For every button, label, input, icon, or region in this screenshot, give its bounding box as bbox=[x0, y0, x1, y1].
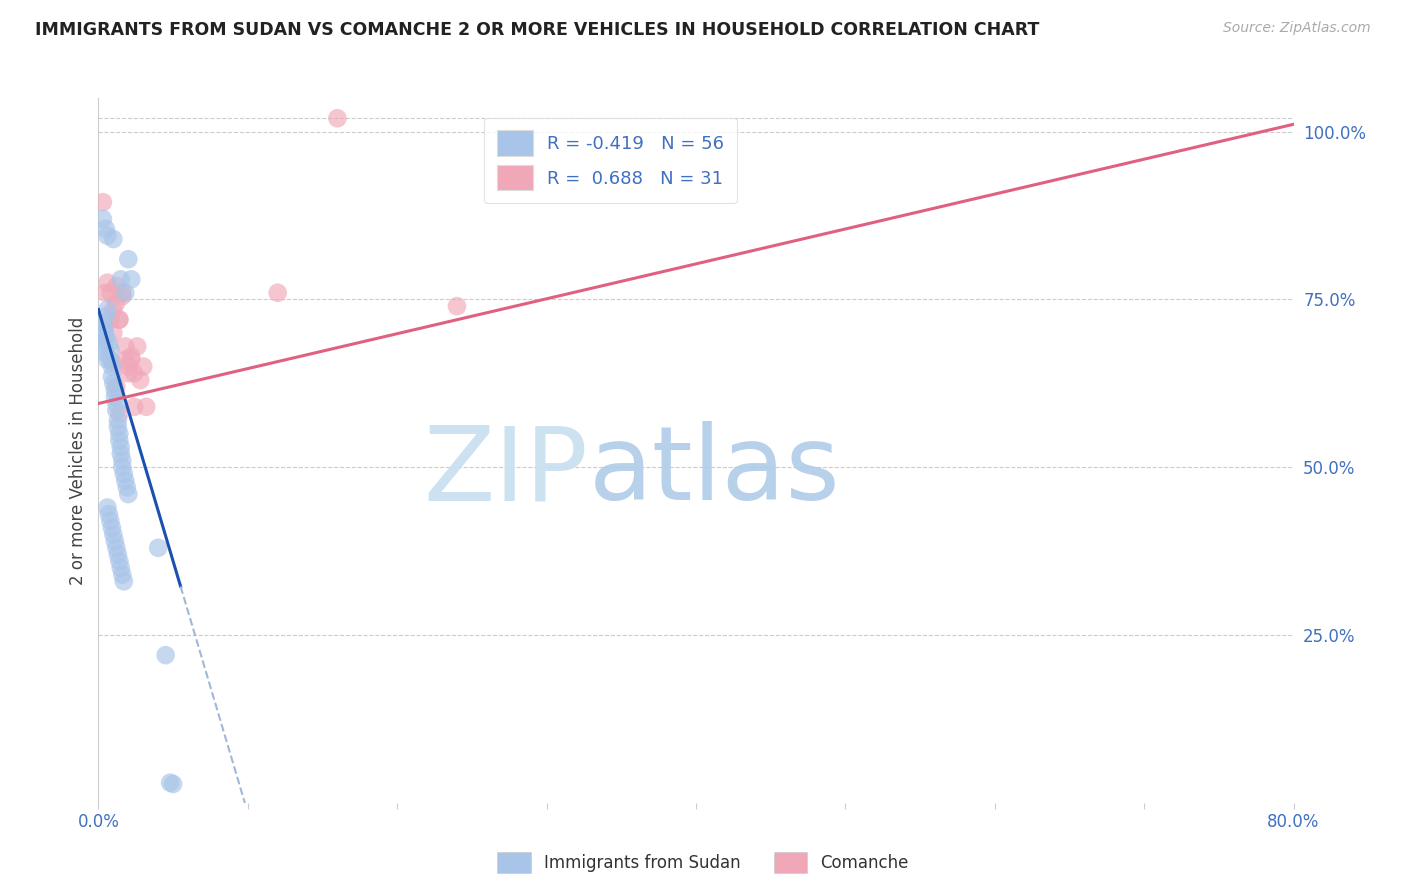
Point bbox=[112, 467, 135, 481]
Point bbox=[98, 352, 122, 367]
Point bbox=[267, 285, 290, 300]
Point bbox=[96, 228, 118, 243]
Point bbox=[120, 350, 142, 364]
Point bbox=[98, 514, 122, 528]
Point bbox=[108, 434, 131, 448]
Point bbox=[159, 775, 181, 789]
Point bbox=[97, 336, 120, 351]
Point bbox=[326, 112, 349, 126]
Point bbox=[96, 500, 118, 515]
Point bbox=[148, 541, 170, 555]
Point bbox=[91, 316, 114, 330]
Point bbox=[103, 302, 125, 317]
Point bbox=[162, 777, 184, 791]
Point bbox=[91, 333, 114, 347]
Point bbox=[107, 548, 129, 562]
Point bbox=[117, 359, 139, 374]
Point bbox=[111, 453, 134, 467]
Point bbox=[111, 289, 134, 303]
Point bbox=[96, 276, 118, 290]
Point bbox=[115, 480, 138, 494]
Point bbox=[135, 400, 157, 414]
Point bbox=[117, 252, 139, 267]
Point bbox=[101, 359, 124, 374]
Point bbox=[91, 211, 114, 226]
Text: ZIP: ZIP bbox=[423, 421, 589, 522]
Point bbox=[105, 295, 128, 310]
Point bbox=[110, 272, 132, 286]
Point bbox=[120, 352, 142, 367]
Point bbox=[132, 359, 155, 374]
Point bbox=[120, 272, 142, 286]
Point bbox=[103, 326, 125, 340]
Y-axis label: 2 or more Vehicles in Household: 2 or more Vehicles in Household bbox=[69, 317, 87, 584]
Point bbox=[111, 567, 134, 582]
Point bbox=[103, 232, 125, 246]
Point bbox=[111, 460, 134, 475]
Point bbox=[98, 312, 122, 326]
Point bbox=[105, 403, 128, 417]
Point bbox=[124, 400, 146, 414]
Point bbox=[101, 521, 124, 535]
Point bbox=[110, 447, 132, 461]
Point bbox=[94, 222, 117, 236]
Text: Source: ZipAtlas.com: Source: ZipAtlas.com bbox=[1223, 21, 1371, 35]
Text: atlas: atlas bbox=[589, 421, 841, 522]
Point bbox=[446, 299, 468, 313]
Point bbox=[94, 329, 117, 343]
Point bbox=[97, 507, 120, 521]
Point bbox=[91, 195, 114, 210]
Point bbox=[117, 487, 139, 501]
Point bbox=[108, 312, 131, 326]
Point bbox=[103, 527, 125, 541]
Point bbox=[96, 352, 118, 367]
Point bbox=[94, 285, 117, 300]
Point bbox=[124, 366, 146, 380]
Point bbox=[112, 574, 135, 589]
Point bbox=[104, 534, 127, 549]
Point bbox=[114, 474, 136, 488]
Point bbox=[111, 285, 134, 300]
Point bbox=[105, 541, 128, 555]
Point bbox=[155, 648, 177, 662]
Legend: Immigrants from Sudan, Comanche: Immigrants from Sudan, Comanche bbox=[491, 846, 915, 880]
Point bbox=[98, 343, 122, 357]
Point bbox=[110, 561, 132, 575]
Point bbox=[93, 339, 115, 353]
Point bbox=[94, 310, 117, 324]
Point bbox=[94, 346, 117, 360]
Point bbox=[107, 413, 129, 427]
Point bbox=[103, 356, 125, 370]
Legend: R = -0.419   N = 56, R =  0.688   N = 31: R = -0.419 N = 56, R = 0.688 N = 31 bbox=[484, 118, 737, 203]
Point bbox=[110, 440, 132, 454]
Point bbox=[104, 383, 127, 397]
Point bbox=[108, 312, 131, 326]
Point bbox=[108, 407, 131, 421]
Point bbox=[108, 554, 131, 568]
Text: IMMIGRANTS FROM SUDAN VS COMANCHE 2 OR MORE VEHICLES IN HOUSEHOLD CORRELATION CH: IMMIGRANTS FROM SUDAN VS COMANCHE 2 OR M… bbox=[35, 21, 1039, 38]
Point bbox=[93, 323, 115, 337]
Point bbox=[127, 339, 149, 353]
Point bbox=[117, 366, 139, 380]
Point bbox=[107, 420, 129, 434]
Point bbox=[101, 369, 124, 384]
Point bbox=[96, 302, 118, 317]
Point bbox=[93, 326, 115, 340]
Point bbox=[114, 352, 136, 367]
Point bbox=[129, 373, 152, 387]
Point bbox=[105, 279, 128, 293]
Point bbox=[98, 285, 122, 300]
Point bbox=[103, 376, 125, 391]
Point bbox=[114, 285, 136, 300]
Point bbox=[114, 339, 136, 353]
Point bbox=[105, 380, 128, 394]
Point bbox=[105, 396, 128, 410]
Point bbox=[104, 390, 127, 404]
Point bbox=[108, 426, 131, 441]
